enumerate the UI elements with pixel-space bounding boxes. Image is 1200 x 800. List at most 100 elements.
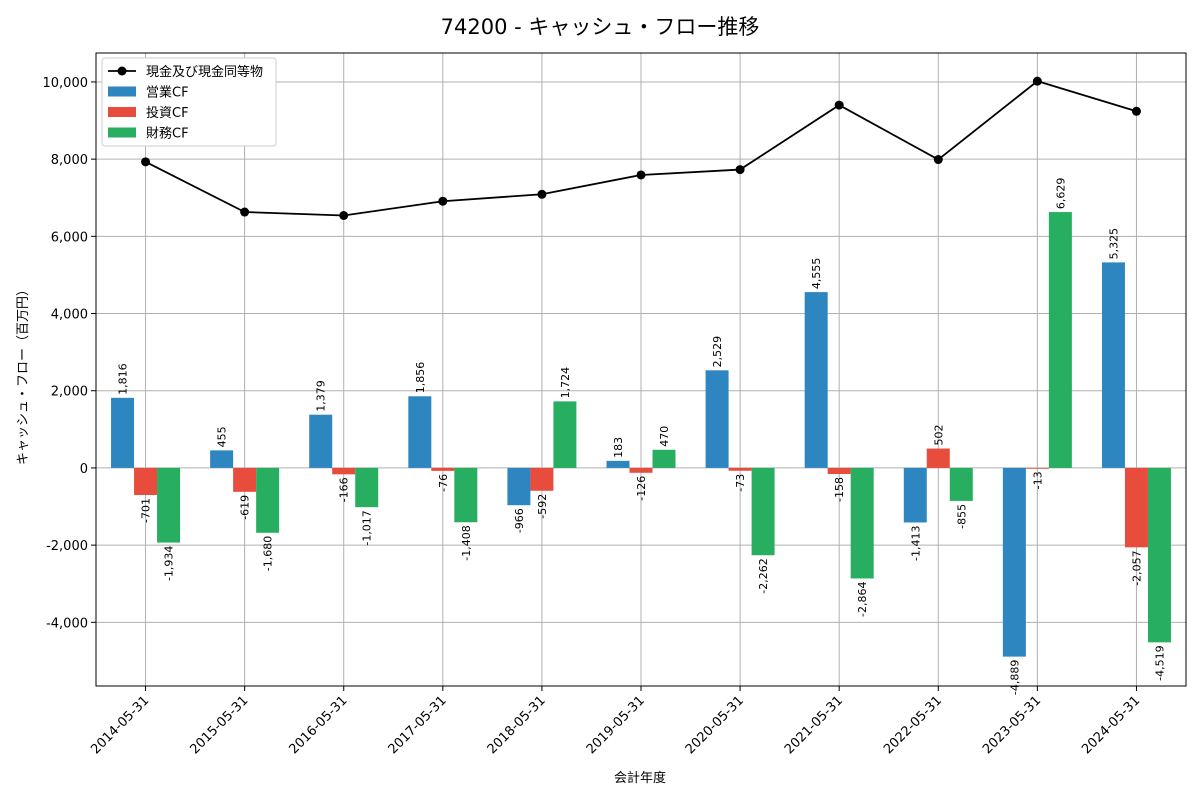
data-label: -4,889 (1008, 660, 1021, 695)
grid-lines (96, 53, 1186, 686)
data-label: -13 (1031, 471, 1044, 489)
data-label: -2,057 (1130, 550, 1143, 585)
legend-bar-swatch (108, 127, 136, 138)
bar-operating (705, 370, 729, 468)
cash-line (141, 76, 1141, 220)
bar-investing (827, 467, 851, 475)
data-label: 1,724 (559, 367, 572, 399)
x-tick-label: 2021-05-31 (782, 693, 846, 757)
y-tick-label: 6,000 (51, 230, 88, 245)
cash-line-point (240, 207, 250, 217)
data-label: -1,408 (460, 525, 473, 560)
bar-financing (454, 467, 478, 523)
cash-line-point (339, 210, 349, 220)
y-tick-label: -4,000 (46, 616, 88, 631)
x-tick-label: 2022-05-31 (881, 693, 945, 757)
data-label: 1,816 (117, 363, 130, 395)
bar-financing (553, 401, 577, 468)
y-tick-label: 2,000 (51, 385, 88, 400)
bar-financing (850, 467, 874, 579)
bar-financing (949, 467, 973, 501)
cash-line-point (735, 165, 745, 175)
legend-label: 投資CF (146, 105, 189, 121)
bar-investing (233, 467, 257, 492)
bar-investing (431, 467, 455, 471)
data-label: -701 (140, 498, 153, 523)
bar-operating (210, 450, 234, 468)
bar-operating (804, 292, 828, 468)
bar-financing (751, 467, 775, 556)
cash-line-point (933, 155, 943, 165)
chart-title: 74200 - キャッシュ・フロー推移 (441, 15, 760, 39)
data-label: -1,680 (262, 536, 275, 571)
cash-line-point (141, 157, 151, 167)
bar-financing (652, 449, 676, 468)
x-tick-label: 2018-05-31 (485, 693, 549, 757)
legend-line-marker (117, 66, 127, 76)
cash-line-point (1032, 76, 1042, 86)
bar-investing (728, 467, 752, 471)
bars (111, 212, 1171, 657)
legend-label: 財務CF (146, 127, 189, 142)
x-tick-label: 2016-05-31 (287, 693, 351, 757)
data-label: -76 (437, 474, 450, 492)
bar-operating (309, 414, 333, 468)
bar-financing (256, 467, 280, 533)
data-label: 5,325 (1107, 228, 1120, 260)
bar-financing (157, 467, 181, 543)
data-label: -126 (635, 476, 648, 501)
data-label: -1,934 (163, 546, 176, 581)
data-label: -1,017 (361, 510, 374, 545)
y-tick-label: 8,000 (51, 153, 88, 168)
data-label: -966 (513, 508, 526, 533)
bar-financing (1048, 212, 1072, 468)
data-label: 6,629 (1054, 178, 1067, 210)
data-label: 2,529 (711, 336, 724, 368)
x-tick-label: 2017-05-31 (386, 693, 450, 757)
cash-line-point (834, 100, 844, 110)
bar-financing (1147, 467, 1171, 643)
x-tick-label: 2024-05-31 (1079, 693, 1143, 757)
y-tick-label: 10,000 (43, 76, 89, 91)
x-tick-label: 2019-05-31 (584, 693, 648, 757)
bar-investing (530, 467, 554, 491)
data-label: 455 (216, 426, 229, 447)
data-label: -855 (955, 504, 968, 529)
x-tick-label: 2015-05-31 (187, 693, 251, 757)
y-tick-label: -2,000 (46, 539, 88, 554)
legend-label: 現金及び現金同等物 (146, 64, 263, 80)
x-tick-label: 2020-05-31 (683, 693, 747, 757)
data-label: 502 (932, 425, 945, 446)
data-labels: 1,816 455 1,379 1,856 -966 183 2,529 4,555 -1,41… (117, 178, 1167, 696)
legend-bar-swatch (108, 86, 136, 97)
data-label: -73 (734, 474, 747, 492)
data-label: -2,864 (856, 581, 869, 616)
data-label: -158 (833, 477, 846, 502)
data-label: -166 (338, 477, 351, 502)
bar-operating (606, 460, 630, 468)
data-label: -4,519 (1153, 645, 1166, 680)
bar-operating (1101, 262, 1125, 468)
data-label: 1,856 (414, 362, 427, 394)
x-axis-label: 会計年度 (614, 770, 666, 786)
bar-financing (355, 467, 379, 508)
cash-line-point (1131, 106, 1141, 116)
y-axis: -4,000 -2,000 0 2,000 4,000 6,000 8,000 10,000 (43, 76, 96, 631)
bar-investing (926, 448, 950, 468)
data-label: 1,379 (315, 380, 328, 412)
cash-line-point (438, 196, 448, 206)
x-tick-label: 2023-05-31 (980, 693, 1044, 757)
x-axis: 2014-05-31 2015-05-31 2016-05-31 2017-05-31… (88, 686, 1143, 757)
bar-investing (1124, 467, 1148, 548)
data-label: -2,262 (757, 558, 770, 593)
y-axis-label: キャッシュ・フロー（百万円） (16, 283, 31, 465)
data-label: 470 (658, 426, 671, 447)
legend-bar-swatch (108, 107, 136, 117)
data-label: -592 (536, 494, 549, 519)
bar-operating (507, 467, 531, 506)
cash-line-point (537, 189, 547, 199)
x-tick-label: 2014-05-31 (88, 693, 152, 757)
bar-operating (111, 397, 135, 468)
bar-operating (1002, 467, 1026, 657)
